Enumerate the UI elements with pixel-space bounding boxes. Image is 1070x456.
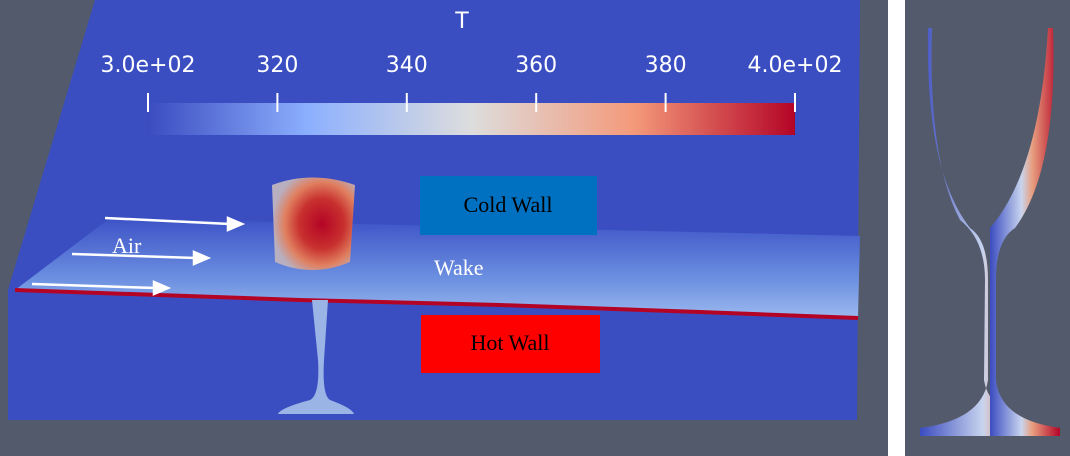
colorbar-tick-label: 3.0e+02	[101, 53, 196, 78]
wake-label: Wake	[434, 255, 484, 280]
colorbar-tick-label: 320	[256, 53, 298, 78]
colorbar-title: T	[454, 9, 469, 34]
colorbar-tick-label: 380	[645, 53, 687, 78]
colorbar-tick-label: 360	[515, 53, 557, 78]
colorbar-tick-label: 4.0e+02	[748, 53, 843, 78]
hot-wall-label: Hot Wall	[470, 330, 549, 355]
scene: T Cold Wall Hot Wall Air Wake 3.0e+02320…	[0, 0, 1070, 456]
colorbar-tick-label: 340	[386, 53, 428, 78]
glass-cup	[272, 178, 355, 271]
cold-wall-label: Cold Wall	[464, 192, 553, 217]
page: {"colorbar": {"title": "T", "range": [30…	[0, 0, 1070, 456]
colorbar	[148, 103, 795, 135]
divider	[888, 0, 905, 456]
